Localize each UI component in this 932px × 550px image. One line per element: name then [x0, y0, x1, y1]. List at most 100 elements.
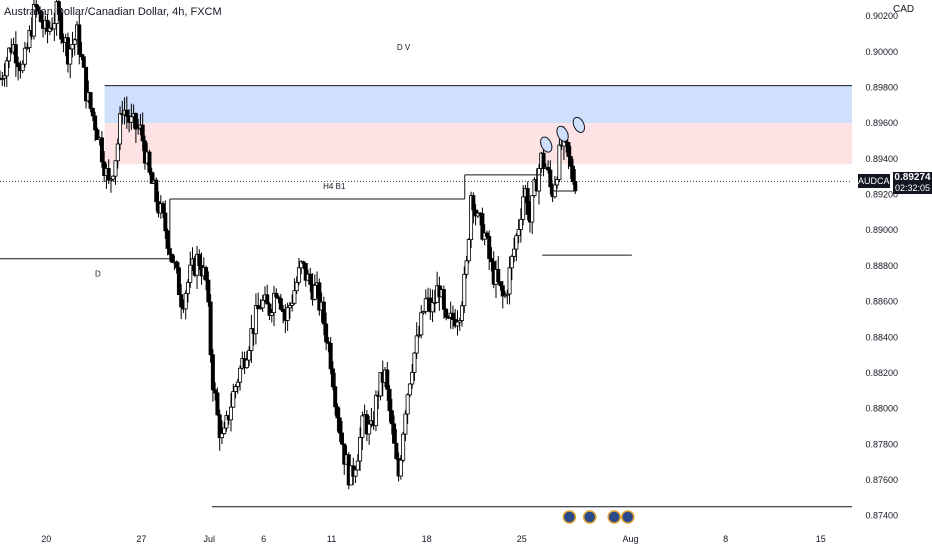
candle-body: [546, 166, 551, 171]
candle-body: [530, 195, 535, 223]
candle-body: [265, 294, 270, 305]
candle-body: [480, 213, 485, 240]
candle-body: [70, 43, 75, 50]
price-tick-label: 0.89000: [865, 225, 898, 235]
chart-annotations: D V H4 B1 D: [95, 43, 411, 279]
economic-event-icon: [582, 510, 597, 524]
ellipse-marker: [540, 136, 553, 153]
candle-body: [421, 311, 426, 314]
candle-body: [312, 284, 317, 300]
candle-body: [25, 47, 30, 50]
candle-body: [231, 391, 236, 408]
time-tick-label: 27: [136, 534, 146, 544]
price-tick-label: 0.89800: [865, 82, 898, 92]
candle-body: [90, 108, 95, 117]
candle-body: [471, 195, 476, 211]
candle-body: [247, 350, 252, 361]
candle-body: [16, 62, 21, 68]
candle-body: [308, 273, 313, 285]
candle-body: [7, 47, 12, 62]
annotation-label: D V: [397, 43, 411, 52]
price-tag: AUDCAD 0.89274 02:32:05: [858, 172, 932, 194]
candle-body: [72, 39, 77, 45]
candle-body: [170, 253, 175, 263]
candle-body: [68, 48, 73, 65]
candle-body: [521, 196, 526, 220]
candle-body: [229, 406, 234, 421]
candle-body: [133, 113, 138, 130]
candle-body: [93, 115, 98, 131]
annotation-label: D: [95, 270, 101, 279]
candle-body: [47, 27, 52, 32]
candle-body: [285, 307, 290, 321]
candle-body: [462, 273, 467, 307]
candle-body: [22, 47, 27, 65]
candle-body: [163, 212, 168, 232]
candle-body: [149, 171, 154, 184]
candle-body: [469, 195, 474, 241]
candle-body: [401, 433, 406, 461]
candle-body: [416, 334, 421, 337]
time-tick-label: Jul: [204, 534, 216, 544]
candle-body: [387, 388, 392, 412]
candle-body: [335, 406, 340, 419]
price-tick-label: 0.87600: [865, 475, 898, 485]
candle-body: [389, 410, 394, 425]
candle-body: [260, 299, 265, 309]
candle-body: [278, 298, 283, 310]
time-tick-label: 6: [261, 534, 266, 544]
candle-body: [20, 63, 25, 72]
candle-body: [77, 24, 82, 55]
candle-body: [450, 312, 455, 320]
ellipse-marker: [572, 116, 586, 133]
candle-body: [204, 267, 209, 281]
candle-body: [99, 137, 104, 163]
ellipse-markers: [540, 116, 586, 153]
candle-body: [4, 60, 9, 77]
candle-body: [568, 156, 573, 167]
candle-body: [287, 305, 292, 309]
candle-body: [13, 44, 18, 64]
price-tick-label: 0.87400: [865, 511, 898, 521]
candle-body: [206, 279, 211, 303]
candle-body: [505, 293, 510, 296]
candle-body: [373, 394, 378, 427]
candle-body: [34, 4, 39, 8]
price-axis: 0.90200 0.90000 0.89800 0.89600 0.89400 0.892…: [865, 11, 898, 521]
candle-body: [140, 124, 145, 142]
price-tick-label: 0.88000: [865, 404, 898, 414]
candle-body: [185, 282, 190, 294]
candle-body: [217, 414, 222, 439]
candle-body: [27, 29, 32, 49]
candle-body: [179, 294, 184, 308]
candle-body: [59, 12, 64, 40]
candle-body: [548, 169, 553, 188]
candle-body: [412, 352, 417, 373]
candle-body: [161, 203, 166, 214]
candle-body: [432, 301, 437, 304]
candle-body: [566, 142, 571, 157]
candle-body: [238, 367, 243, 383]
zone-supply-red: [104, 123, 852, 165]
candle-body: [253, 305, 258, 335]
candle-body: [56, 1, 61, 14]
bar-countdown: 02:32:05: [894, 183, 931, 193]
candle-body: [235, 381, 240, 387]
candle-body: [215, 392, 220, 416]
candle-body: [392, 423, 397, 444]
candle-body: [333, 386, 338, 408]
price-tag-value: 0.89274 02:32:05: [893, 172, 932, 194]
candle-body: [330, 368, 335, 388]
candle-body: [464, 260, 469, 275]
candle-body: [290, 302, 295, 306]
candle-body: [378, 372, 383, 397]
candle-body: [52, 23, 57, 30]
candle-body: [514, 235, 519, 250]
candle-body: [38, 10, 43, 23]
candle-body: [197, 253, 202, 266]
candle-body: [487, 235, 492, 259]
candle-body: [573, 181, 578, 192]
candle-body: [407, 383, 412, 396]
candle-body: [147, 151, 152, 173]
